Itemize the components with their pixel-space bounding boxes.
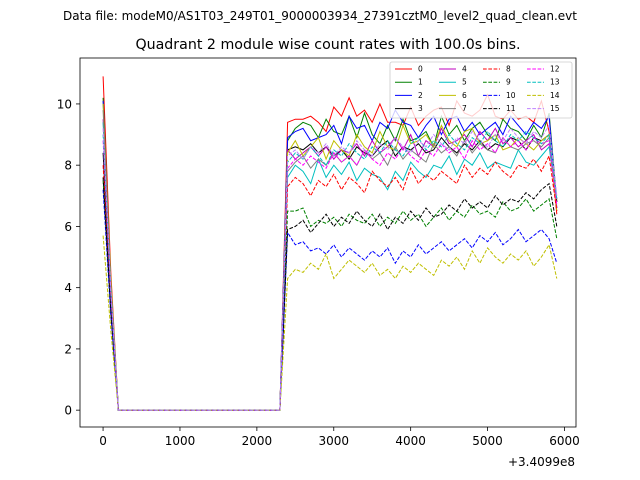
legend-label-15: 15 [550, 104, 560, 113]
x-tick-label: 1000 [165, 434, 196, 448]
legend-label-4: 4 [462, 65, 467, 74]
figure-suptitle: Data file: modeM0/AS1T03_249T01_90000039… [63, 9, 577, 23]
legend-label-10: 10 [506, 91, 516, 100]
legend-label-13: 13 [550, 78, 560, 87]
x-axis-ticks: 0 1000 2000 3000 4000 5000 6000 [99, 427, 580, 448]
legend-label-5: 5 [462, 78, 467, 87]
chart-title: Quadrant 2 module wise count rates with … [135, 37, 520, 53]
y-tick-label: 0 [64, 404, 72, 418]
x-tick-label: 4000 [395, 434, 426, 448]
x-tick-label: 3000 [318, 434, 349, 448]
legend-box [389, 61, 573, 119]
legend-label-7: 7 [462, 104, 467, 113]
legend-label-3: 3 [418, 104, 423, 113]
legend-label-6: 6 [462, 91, 467, 100]
legend-label-14: 14 [550, 91, 560, 100]
legend-label-8: 8 [506, 65, 511, 74]
y-tick-label: 2 [64, 342, 72, 356]
series-line-15 [102, 123, 558, 411]
series-line-8 [102, 154, 558, 411]
x-tick-label: 0 [99, 434, 107, 448]
x-tick-label: 5000 [472, 434, 503, 448]
y-axis-ticks: 0 2 4 6 8 10 [57, 97, 80, 418]
legend-label-1: 1 [418, 78, 423, 87]
legend-label-11: 11 [506, 104, 516, 113]
legend-label-12: 12 [550, 65, 560, 74]
legend-label-2: 2 [418, 91, 423, 100]
y-tick-label: 6 [64, 220, 72, 234]
legend-label-0: 0 [418, 65, 423, 74]
legend-label-9: 9 [506, 78, 511, 87]
x-axis-offset-label: +3.4099e8 [508, 455, 575, 469]
y-tick-label: 8 [64, 159, 72, 173]
plot-frame [79, 57, 577, 428]
x-tick-label: 6000 [549, 434, 580, 448]
y-tick-label: 4 [64, 281, 72, 295]
y-tick-label: 10 [57, 97, 72, 111]
x-tick-label: 2000 [242, 434, 273, 448]
